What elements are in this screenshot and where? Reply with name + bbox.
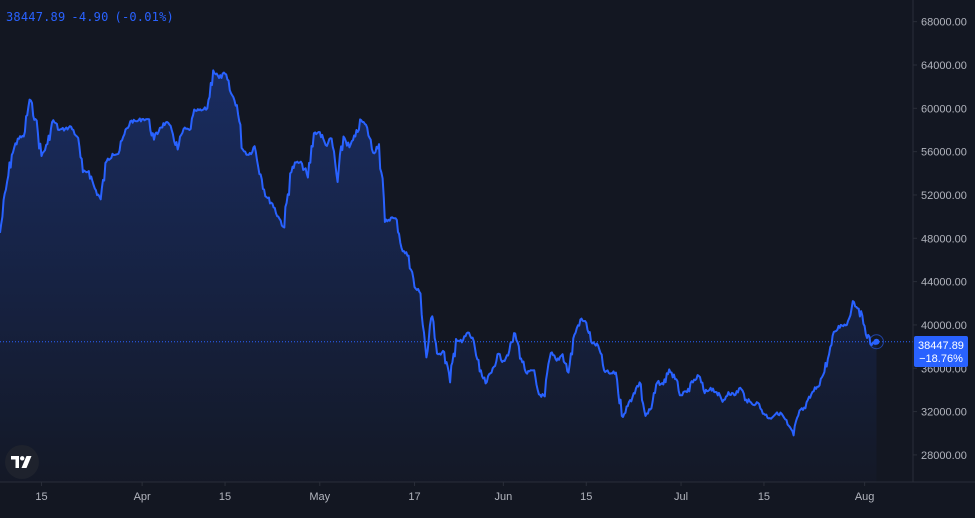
x-tick-label: Apr <box>134 491 151 503</box>
x-tick-label: 15 <box>758 491 770 503</box>
x-tick-label: 15 <box>219 491 231 503</box>
area-layer <box>0 70 877 483</box>
y-tick-label: 64000.00 <box>921 60 967 72</box>
line-layer <box>0 69 878 437</box>
y-tick-label: 60000.00 <box>921 103 967 115</box>
last-price-label: 38447.89 −18.76% <box>914 336 968 367</box>
series-legend: 38447.89 -4.90 (-0.01%) <box>6 10 180 24</box>
tradingview-logo-icon[interactable] <box>5 445 39 479</box>
x-tick-label: May <box>309 491 330 503</box>
y-tick-label: 44000.00 <box>921 277 967 289</box>
y-tick-label: 52000.00 <box>921 190 967 202</box>
reference-layer <box>0 334 913 350</box>
last-point-ring <box>868 334 884 350</box>
x-tick-label: Jun <box>495 491 513 503</box>
x-tick-label: Jul <box>674 491 688 503</box>
y-tick-label: 48000.00 <box>921 233 967 245</box>
price-axis[interactable]: 28000.0032000.0036000.0040000.0044000.00… <box>913 17 967 462</box>
y-tick-label: 68000.00 <box>921 17 967 29</box>
x-tick-label: 15 <box>35 491 47 503</box>
last-price-label-bg <box>914 336 968 367</box>
y-tick-label: 40000.00 <box>921 320 967 332</box>
legend-last-value: 38447.89 <box>6 10 66 24</box>
last-price-pct: −18.76% <box>919 353 963 365</box>
x-tick-label: 15 <box>580 491 592 503</box>
y-tick-label: 32000.00 <box>921 407 967 419</box>
y-tick-label: 56000.00 <box>921 147 967 159</box>
last-point-dot <box>873 338 880 345</box>
tradingview-logo-glyph <box>11 456 32 468</box>
legend-change-pct: (-0.01%) <box>114 10 174 24</box>
x-tick-label: Aug <box>855 491 875 503</box>
x-tick-label: 17 <box>408 491 420 503</box>
legend-change: -4.90 <box>71 10 109 24</box>
last-price-value: 38447.89 <box>918 340 964 352</box>
y-tick-label: 28000.00 <box>921 450 967 462</box>
time-axis[interactable]: 15 Apr 15 May 17 Jun 15 Jul 15 Aug <box>35 482 874 503</box>
series-area-fill <box>0 70 877 483</box>
series-line <box>0 69 878 437</box>
